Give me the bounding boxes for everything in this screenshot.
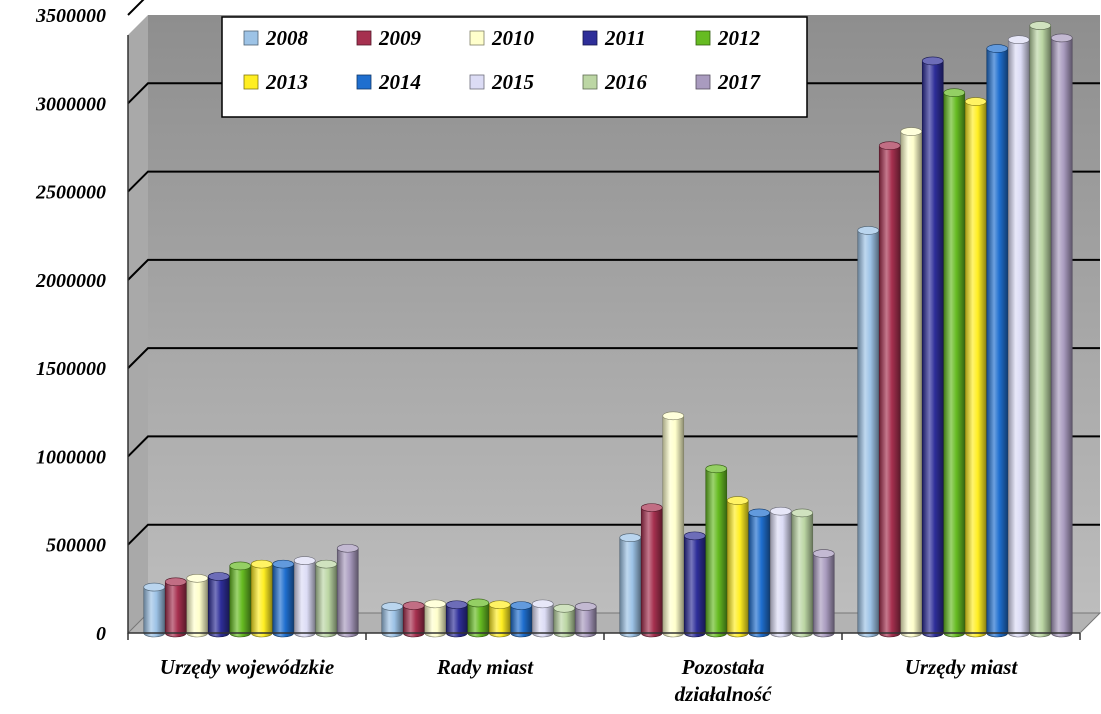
legend-item-2008: 2008 — [243, 26, 309, 50]
bar-2013-1 — [488, 600, 511, 638]
bar-2011-0 — [207, 572, 230, 638]
y-tick-label: 500000 — [46, 535, 106, 557]
bar-2012-1 — [467, 598, 490, 638]
legend-item-2013: 2013 — [243, 70, 308, 94]
legend-item-2009: 2009 — [356, 26, 422, 50]
bar-2016-2 — [791, 508, 814, 638]
bar-2016-3 — [1029, 21, 1052, 638]
y-tick-label: 2000000 — [35, 270, 106, 292]
legend-swatch — [582, 74, 598, 90]
legend-label: 2010 — [491, 26, 535, 50]
y-tick-label: 3000000 — [35, 93, 106, 115]
y-tick-label: 0 — [96, 623, 106, 645]
legend-swatch — [243, 30, 259, 46]
gridline — [127, 170, 1100, 193]
bar-2012-3 — [943, 88, 966, 638]
legend-label: 2015 — [491, 70, 534, 94]
y-tick-label: 1500000 — [36, 358, 106, 380]
bar-2008-0 — [143, 582, 166, 638]
bar-2013-0 — [250, 559, 273, 638]
bar-2010-1 — [424, 599, 447, 638]
bar-2015-2 — [769, 506, 792, 638]
legend-label: 2009 — [378, 26, 422, 50]
bar-2013-3 — [964, 97, 987, 638]
legend-item-2017: 2017 — [695, 70, 762, 94]
legend-swatch — [356, 74, 372, 90]
bar-2012-2 — [705, 464, 728, 638]
bar-2008-1 — [381, 602, 404, 638]
gridline — [127, 347, 1100, 369]
x-tick-label: Rady miast — [436, 655, 534, 679]
plot-side-wall — [128, 15, 148, 633]
bar-2009-2 — [640, 503, 663, 638]
y-tick-label: 1000000 — [36, 446, 106, 468]
bar-2014-3 — [986, 44, 1009, 638]
bar-2016-1 — [553, 603, 576, 638]
y-tick-label: 2500000 — [35, 182, 106, 204]
x-tick-label: Urzędy wojewódzkie — [160, 655, 334, 679]
bar-2017-2 — [812, 549, 835, 638]
legend-label: 2016 — [604, 70, 648, 94]
bar-2010-3 — [900, 127, 923, 638]
legend-item-2014: 2014 — [356, 70, 421, 94]
legend-swatch — [582, 30, 598, 46]
bar-2014-1 — [510, 601, 533, 638]
bar-2012-0 — [229, 561, 252, 638]
bar-2014-0 — [272, 559, 295, 638]
bar-2011-2 — [683, 531, 706, 638]
bar-2017-0 — [336, 543, 359, 638]
bar-2010-0 — [186, 573, 209, 638]
legend-label: 2014 — [378, 70, 421, 94]
bar-2015-1 — [531, 599, 554, 638]
legend-label: 2012 — [717, 26, 761, 50]
legend-swatch — [695, 30, 711, 46]
legend-label: 2011 — [604, 26, 646, 50]
legend-swatch — [695, 74, 711, 90]
legend-item-2016: 2016 — [582, 70, 648, 94]
bar-2009-1 — [402, 601, 425, 638]
legend-swatch — [469, 30, 485, 46]
bar-2015-0 — [293, 556, 316, 638]
gridline — [127, 0, 145, 16]
legend-item-2015: 2015 — [469, 70, 534, 94]
legend-swatch — [243, 74, 259, 90]
bar-2017-1 — [574, 602, 597, 638]
bar-2010-2 — [662, 411, 685, 638]
y-tick-label: 3500000 — [35, 5, 106, 27]
bar-2008-3 — [857, 226, 880, 638]
gridline — [127, 258, 1100, 281]
legend-label: 2008 — [265, 26, 309, 50]
legend-item-2010: 2010 — [469, 26, 535, 50]
bar-2011-1 — [445, 600, 468, 638]
legend-label: 2017 — [717, 70, 762, 94]
legend-label: 2013 — [265, 70, 308, 94]
bar-2008-2 — [619, 533, 642, 638]
legend-swatch — [356, 30, 372, 46]
bar-2011-3 — [921, 56, 944, 638]
bar-2014-2 — [748, 508, 771, 638]
legend-item-2011: 2011 — [582, 26, 646, 50]
legend-item-2012: 2012 — [695, 26, 761, 50]
bar-2017-3 — [1050, 33, 1073, 638]
bar-2015-3 — [1007, 35, 1030, 638]
gridline — [127, 435, 1100, 458]
bar-2009-3 — [878, 141, 901, 638]
legend-swatch — [469, 74, 485, 90]
bar-2009-0 — [164, 577, 187, 638]
bar-2016-0 — [315, 559, 338, 638]
x-tick-label: Pozostała działalność — [675, 655, 773, 706]
x-tick-label: Urzędy miast — [905, 655, 1019, 679]
bar-2013-2 — [726, 496, 749, 638]
